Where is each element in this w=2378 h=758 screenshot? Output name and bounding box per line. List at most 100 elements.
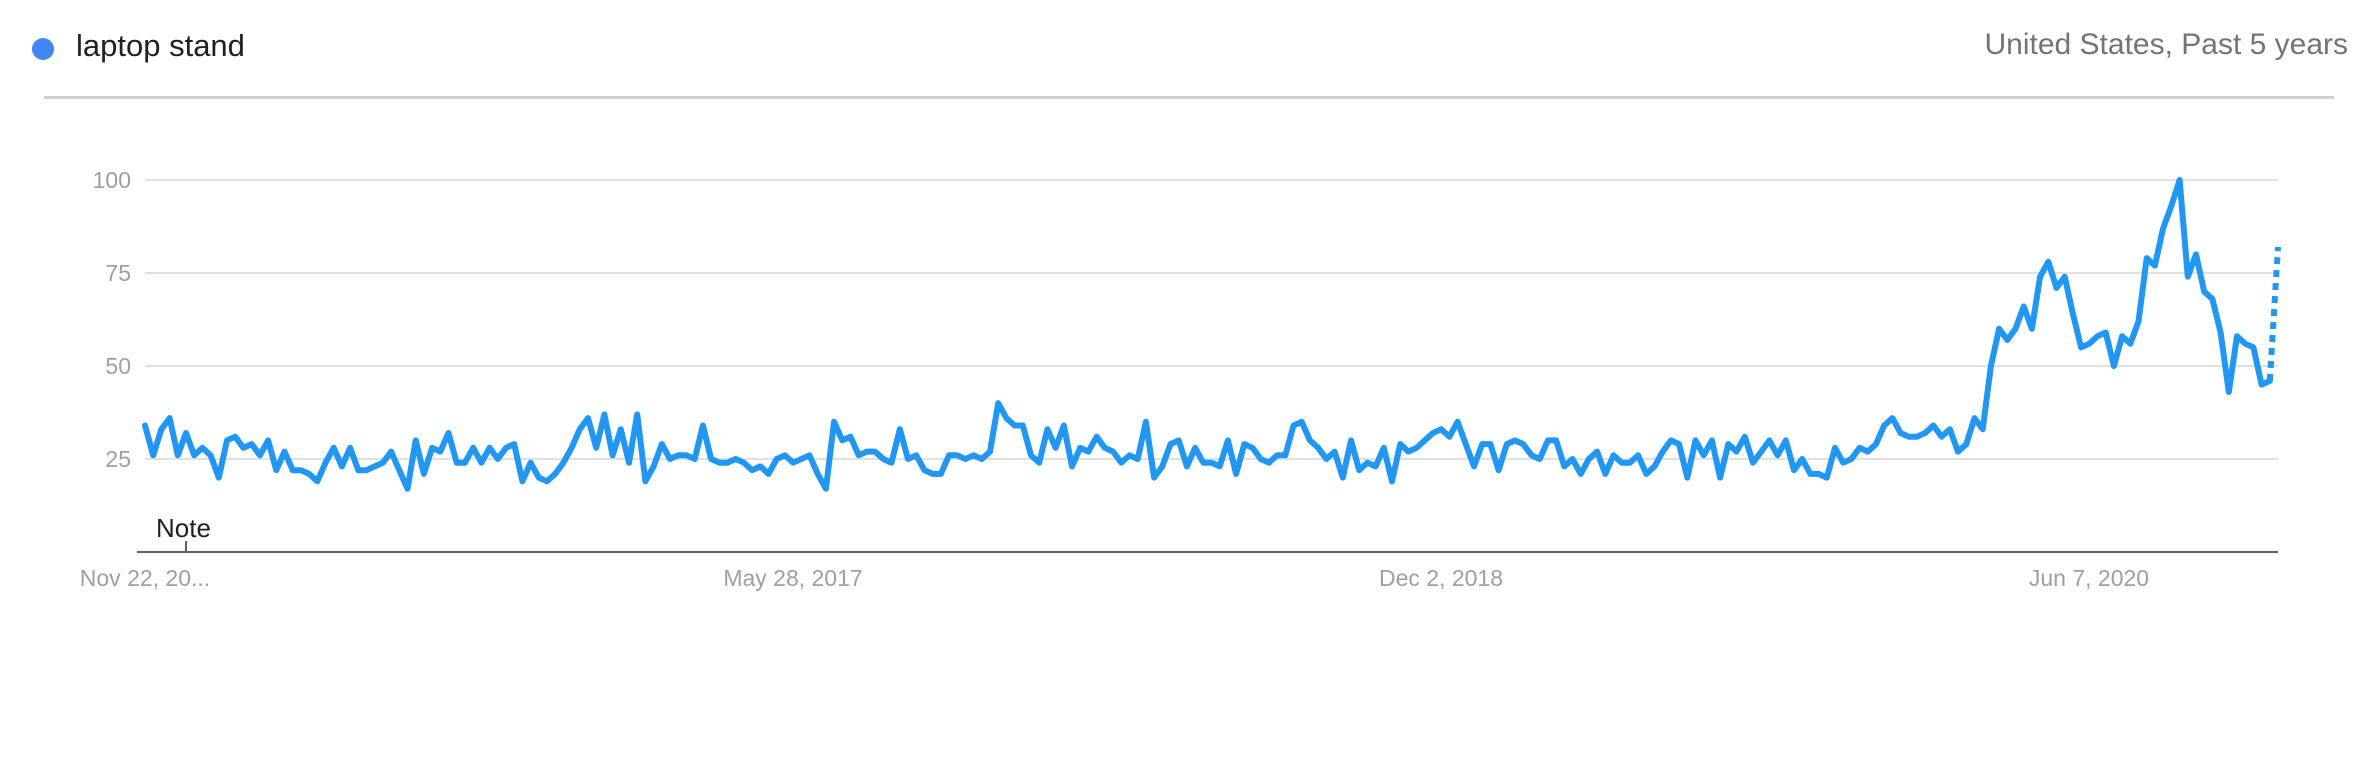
data-point[interactable]	[921, 467, 927, 473]
data-point[interactable]	[421, 471, 427, 477]
data-point[interactable]	[1512, 437, 1518, 443]
data-point[interactable]	[1168, 441, 1174, 447]
data-point[interactable]	[610, 452, 616, 458]
data-point[interactable]	[2226, 389, 2232, 395]
data-point[interactable]	[2045, 259, 2051, 265]
data-point[interactable]	[446, 430, 452, 436]
data-point[interactable]	[880, 456, 886, 462]
data-point[interactable]	[1889, 415, 1895, 421]
data-point[interactable]	[519, 478, 525, 484]
data-point[interactable]	[364, 467, 370, 473]
data-point[interactable]	[1307, 437, 1313, 443]
data-point[interactable]	[2029, 326, 2035, 332]
data-point[interactable]	[1094, 434, 1100, 440]
data-point[interactable]	[1250, 445, 1256, 451]
data-point[interactable]	[388, 449, 394, 455]
data-point[interactable]	[167, 415, 173, 421]
data-point[interactable]	[1922, 430, 1928, 436]
data-point[interactable]	[1332, 449, 1338, 455]
data-point[interactable]	[766, 471, 772, 477]
data-point[interactable]	[1947, 426, 1953, 432]
data-point[interactable]	[1799, 456, 1805, 462]
data-point[interactable]	[1561, 463, 1567, 469]
data-point[interactable]	[396, 467, 402, 473]
data-point[interactable]	[1299, 419, 1305, 425]
series-line-laptop-stand[interactable]	[142, 177, 2273, 492]
data-point[interactable]	[191, 452, 197, 458]
data-point[interactable]	[831, 419, 837, 425]
data-point[interactable]	[150, 452, 156, 458]
data-point[interactable]	[634, 411, 640, 417]
data-point[interactable]	[1414, 445, 1420, 451]
data-point[interactable]	[298, 467, 304, 473]
data-point[interactable]	[618, 426, 624, 432]
data-point[interactable]	[782, 452, 788, 458]
data-point[interactable]	[1422, 437, 1428, 443]
data-point[interactable]	[864, 449, 870, 455]
data-point[interactable]	[2078, 344, 2084, 350]
data-point[interactable]	[1668, 437, 1674, 443]
data-point[interactable]	[355, 467, 361, 473]
data-point[interactable]	[142, 423, 148, 429]
data-point[interactable]	[1118, 460, 1124, 466]
data-point[interactable]	[1143, 419, 1149, 425]
data-point[interactable]	[216, 475, 222, 481]
data-point[interactable]	[1635, 452, 1641, 458]
data-point[interactable]	[757, 463, 763, 469]
data-point[interactable]	[429, 445, 435, 451]
data-point[interactable]	[372, 463, 378, 469]
data-point[interactable]	[1044, 426, 1050, 432]
data-point[interactable]	[1578, 471, 1584, 477]
data-point[interactable]	[905, 456, 911, 462]
data-point[interactable]	[183, 430, 189, 436]
data-point[interactable]	[380, 460, 386, 466]
data-point[interactable]	[470, 445, 476, 451]
data-point[interactable]	[741, 460, 747, 466]
data-point[interactable]	[2193, 251, 2199, 257]
data-point[interactable]	[1898, 430, 1904, 436]
data-point[interactable]	[1758, 449, 1764, 455]
data-point[interactable]	[1176, 437, 1182, 443]
data-point[interactable]	[790, 460, 796, 466]
data-point[interactable]	[282, 449, 288, 455]
data-point[interactable]	[651, 463, 657, 469]
data-point[interactable]	[528, 460, 534, 466]
data-point[interactable]	[675, 452, 681, 458]
data-point[interactable]	[1110, 449, 1116, 455]
data-point[interactable]	[1274, 452, 1280, 458]
data-point[interactable]	[1963, 441, 1969, 447]
data-point[interactable]	[1323, 456, 1329, 462]
data-point[interactable]	[2119, 333, 2125, 339]
data-point[interactable]	[749, 467, 755, 473]
data-point[interactable]	[1389, 478, 1395, 484]
data-point[interactable]	[716, 460, 722, 466]
data-point[interactable]	[331, 445, 337, 451]
data-point[interactable]	[1340, 475, 1346, 481]
data-point[interactable]	[1594, 449, 1600, 455]
data-point[interactable]	[323, 460, 329, 466]
data-point[interactable]	[265, 437, 271, 443]
data-point[interactable]	[1061, 423, 1067, 429]
data-point[interactable]	[1980, 426, 1986, 432]
data-point[interactable]	[995, 400, 1001, 406]
data-point[interactable]	[2234, 333, 2240, 339]
data-point[interactable]	[1906, 434, 1912, 440]
data-point[interactable]	[1077, 445, 1083, 451]
data-point[interactable]	[273, 467, 279, 473]
data-point[interactable]	[208, 452, 214, 458]
data-point[interactable]	[2095, 333, 2101, 339]
data-point[interactable]	[1430, 430, 1436, 436]
data-point[interactable]	[1069, 463, 1075, 469]
data-point[interactable]	[249, 441, 255, 447]
data-point[interactable]	[774, 456, 780, 462]
data-point[interactable]	[1463, 441, 1469, 447]
data-point[interactable]	[487, 445, 493, 451]
data-point[interactable]	[848, 434, 854, 440]
data-point[interactable]	[1184, 463, 1190, 469]
data-point[interactable]	[1200, 460, 1206, 466]
data-point[interactable]	[339, 463, 345, 469]
data-point[interactable]	[2103, 330, 2109, 336]
data-point[interactable]	[1479, 441, 1485, 447]
data-point[interactable]	[569, 445, 575, 451]
data-point[interactable]	[913, 452, 919, 458]
